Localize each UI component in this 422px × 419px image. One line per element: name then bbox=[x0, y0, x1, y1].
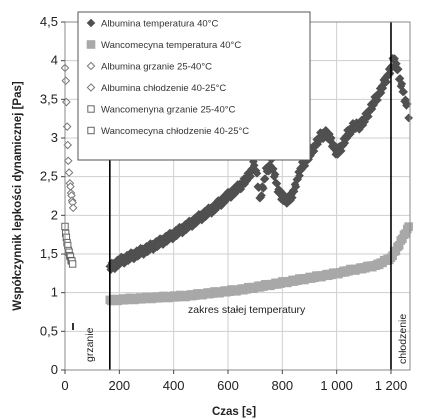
legend-label: Albumina grzanie 25-40°C bbox=[101, 62, 212, 73]
legend-label: Wancomenyna grzanie 25-40°C bbox=[101, 105, 236, 116]
data-layer bbox=[60, 54, 413, 306]
data-point bbox=[399, 87, 408, 97]
legend-marker bbox=[86, 18, 96, 28]
data-point bbox=[61, 76, 71, 86]
y-tick-label: 3 bbox=[51, 130, 58, 145]
x-tick-label: 200 bbox=[108, 378, 130, 393]
x-tick-label: 800 bbox=[271, 378, 293, 393]
data-point bbox=[287, 193, 297, 202]
data-point bbox=[270, 170, 280, 179]
y-axis-title: Współczynnik lepkości dynamicznej [Pas] bbox=[12, 81, 24, 311]
data-point bbox=[378, 83, 388, 93]
y-tick-label: 0,5 bbox=[40, 323, 58, 338]
data-point bbox=[257, 191, 266, 200]
legend-marker bbox=[86, 83, 96, 92]
data-point bbox=[260, 174, 270, 184]
legend-box bbox=[77, 11, 311, 161]
y-tick-label: 2 bbox=[51, 207, 58, 222]
y-tick-label: 1 bbox=[51, 285, 58, 300]
data-point bbox=[397, 79, 407, 89]
data-point bbox=[300, 161, 310, 171]
x-tick-label: 600 bbox=[217, 378, 239, 393]
y-tick-label: 4 bbox=[51, 53, 58, 68]
data-point bbox=[385, 69, 395, 78]
y-tick-label: 0 bbox=[51, 362, 58, 377]
ticks: 0 0,5 1 1,5 2 2,5 3 3,5 4 4,5 0 200 400 600 800 1 000 1 … bbox=[40, 14, 407, 393]
legend-marker bbox=[87, 105, 95, 113]
y-tick-label: 4,5 bbox=[40, 14, 58, 29]
data-point bbox=[258, 183, 268, 193]
data-point bbox=[64, 168, 74, 177]
annotation-cooling: chłodzenie bbox=[397, 314, 409, 364]
legend-label: Albumina temperatura 40°C bbox=[101, 19, 218, 30]
data-point bbox=[373, 95, 382, 105]
x-tick-label: 400 bbox=[163, 378, 185, 393]
data-point bbox=[252, 169, 262, 178]
y-tick-label: 2,5 bbox=[40, 169, 58, 184]
x-axis-title: Czas [s] bbox=[212, 406, 256, 418]
data-point bbox=[246, 172, 255, 181]
y-tick-label: 1,5 bbox=[40, 246, 58, 261]
legend-label: Albumina chłodzenie 40-25°C bbox=[101, 83, 226, 94]
legend-label: Wancomecyna chłodzenie 40-25°C bbox=[101, 126, 249, 137]
legend-marker bbox=[87, 126, 95, 135]
data-point bbox=[382, 77, 391, 87]
annotation-heating: grzanie bbox=[84, 327, 96, 362]
series-5 bbox=[61, 222, 77, 268]
legend: Albumina temperatura 40°C Wancomecyna tem… bbox=[77, 11, 311, 161]
x-tick-label: 1 200 bbox=[375, 378, 408, 393]
data-point bbox=[68, 203, 78, 213]
y-tick-label: 3,5 bbox=[40, 91, 58, 106]
legend-marker bbox=[86, 61, 96, 71]
legend-label: Wancomecyna temperatura 40°C bbox=[101, 40, 241, 51]
annotation-constant-temperature: zakres stałej temperatury bbox=[188, 304, 306, 316]
series-1 bbox=[105, 54, 413, 274]
data-point bbox=[68, 260, 77, 268]
x-tick-label: 1 000 bbox=[320, 378, 353, 393]
data-point bbox=[291, 182, 301, 192]
series-2 bbox=[105, 222, 413, 306]
data-point bbox=[393, 64, 403, 74]
data-point bbox=[63, 156, 73, 166]
x-tick-label: 0 bbox=[61, 378, 68, 393]
data-point bbox=[404, 222, 413, 231]
legend-marker bbox=[86, 40, 96, 49]
